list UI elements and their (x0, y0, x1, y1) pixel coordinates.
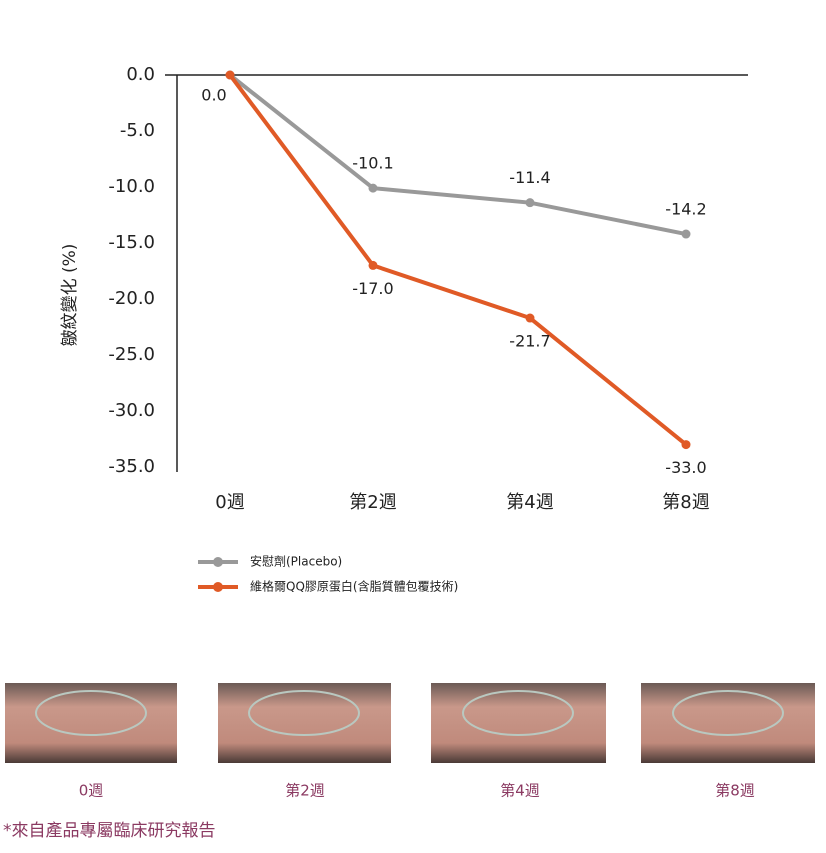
y-tick-label: -25.0 (108, 344, 155, 365)
legend-marker (213, 557, 223, 567)
point (681, 440, 691, 450)
photo-caption: 0週 (79, 782, 104, 800)
y-tick-label: -10.0 (108, 176, 155, 197)
point (225, 70, 235, 80)
legend-label: 維格爾QQ膠原蛋白(含脂質體包覆技術) (250, 579, 458, 594)
value-label: -14.2 (665, 200, 706, 219)
y-tick-label: -15.0 (108, 232, 155, 253)
value-label: -17.0 (352, 279, 393, 298)
photo-caption: 第8週 (715, 782, 755, 800)
photo (431, 683, 606, 763)
photos (5, 683, 815, 763)
photo-caption: 第4週 (500, 782, 540, 800)
photo-outline (462, 690, 574, 736)
value-label: -11.4 (509, 168, 550, 187)
value-label: -21.7 (509, 332, 550, 351)
y-axis-label: 皺紋變化 (%) (60, 244, 80, 347)
point (368, 260, 378, 270)
series-line (228, 73, 688, 447)
y-tick-label: -30.0 (108, 400, 155, 421)
legend-label: 安慰劑(Placebo) (250, 554, 342, 569)
legend-marker (213, 582, 223, 592)
x-tick-label: 第4週 (506, 492, 553, 513)
photo-outline (35, 690, 147, 736)
photo (5, 683, 177, 763)
series-line (228, 73, 687, 237)
y-tick-label: -20.0 (108, 288, 155, 309)
photo-outline (672, 690, 784, 736)
x-tick-label: 第2週 (349, 492, 396, 513)
footnote: *來自產品專屬臨床研究報告 (3, 821, 216, 841)
point (681, 229, 691, 239)
x-tick-label: 第8週 (662, 492, 709, 513)
point (368, 183, 378, 193)
photo-caption: 第2週 (285, 782, 325, 800)
value-label: 0.0 (201, 86, 226, 105)
y-tick-label: 0.0 (126, 64, 155, 85)
point (525, 313, 535, 323)
y-tick-label: -5.0 (120, 120, 155, 141)
photo (641, 683, 815, 763)
y-tick-label: -35.0 (108, 456, 155, 477)
point (525, 198, 535, 208)
x-tick-label: 0週 (215, 492, 244, 513)
photo (218, 683, 391, 763)
value-label: -10.1 (352, 154, 393, 173)
value-label: -33.0 (665, 458, 706, 477)
photo-outline (248, 690, 360, 736)
